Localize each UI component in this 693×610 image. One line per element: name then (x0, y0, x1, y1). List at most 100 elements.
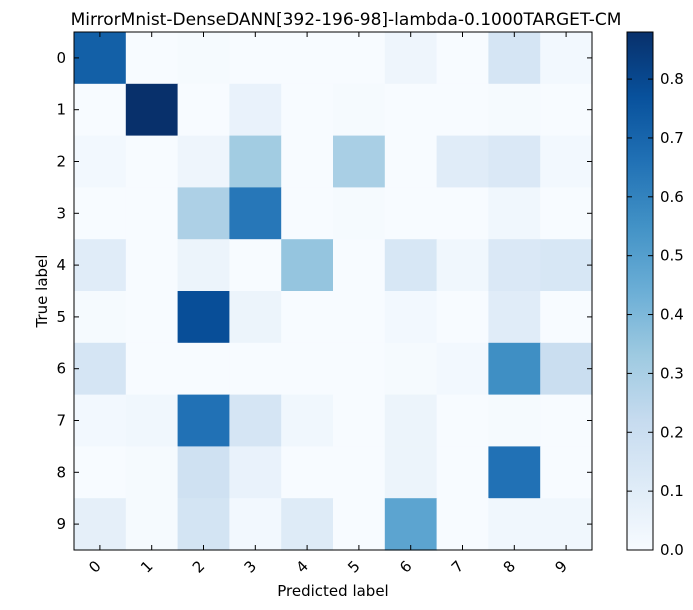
heatmap-cell (540, 83, 593, 137)
heatmap-cell (229, 135, 282, 188)
y-tick-label: 9 (56, 515, 66, 533)
heatmap-cell (229, 342, 282, 396)
x-tick-label: 7 (448, 557, 467, 576)
y-tick-label: 2 (56, 153, 66, 171)
heatmap-cell (229, 291, 282, 344)
heatmap-cell (229, 32, 282, 85)
y-tick-label: 4 (56, 256, 66, 274)
y-axis-label: True label (33, 255, 51, 329)
heatmap-cell (177, 446, 230, 499)
x-tick-label: 2 (189, 557, 208, 576)
heatmap-cell (281, 83, 334, 137)
heatmap-cell (384, 135, 438, 188)
heatmap-cell (333, 187, 386, 240)
heatmap-cell (333, 498, 386, 551)
colorbar-tick-label: 0.2 (660, 423, 684, 441)
heatmap-cell (74, 32, 127, 85)
heatmap-cell (281, 394, 334, 447)
heatmap-cell (436, 135, 489, 188)
heatmap-cell (333, 342, 386, 396)
heatmap-cell (540, 135, 593, 188)
colorbar (626, 31, 654, 551)
heatmap-cell (229, 239, 282, 292)
heatmap-cell (229, 498, 282, 551)
heatmap-cell (333, 32, 386, 85)
heatmap-cell (177, 32, 230, 85)
heatmap-cell (333, 83, 386, 137)
heatmap-cell (436, 446, 489, 499)
heatmap-cell (177, 135, 230, 188)
heatmap-cell (488, 187, 541, 240)
x-tick-label: 6 (396, 557, 415, 576)
heatmap-cell (488, 342, 541, 396)
heatmap-cell (281, 446, 334, 499)
heatmap-cell (436, 498, 489, 551)
heatmap-cell (436, 342, 489, 396)
chart-title: MirrorMnist-DenseDANN[392-196-98]-lambda… (71, 10, 622, 30)
heatmap-cell (74, 291, 127, 344)
heatmap-cell (384, 239, 438, 292)
colorbar-ticks: 0.0 0.1 0.2 0.3 0.4 0.5 0.6 0.7 0.8 (627, 70, 684, 559)
x-tick-label: 3 (241, 557, 260, 576)
heatmap-cell (229, 394, 282, 447)
colorbar-tick-label: 0.7 (660, 129, 684, 147)
heatmap-cell (74, 446, 127, 499)
heatmap-cell (540, 394, 593, 447)
heatmap-cell (333, 446, 386, 499)
heatmap-cell (384, 291, 438, 344)
heatmap-cell (384, 83, 438, 137)
heatmap-cell (488, 32, 541, 85)
colorbar-tick-label: 0.3 (660, 364, 684, 382)
colorbar-tick-label: 0.6 (660, 188, 684, 206)
heatmap-cell (281, 498, 334, 551)
heatmap-cell (540, 187, 593, 240)
heatmap-cell (74, 83, 127, 137)
y-tick-label: 3 (56, 204, 66, 222)
heatmap-cell (281, 32, 334, 85)
heatmap-cell (125, 135, 179, 188)
heatmap-cell (125, 342, 179, 396)
heatmap-cell (436, 32, 489, 85)
heatmap-cell (281, 291, 334, 344)
heatmap-cell (177, 83, 230, 137)
heatmap-cell (384, 446, 438, 499)
colorbar-tick-label: 0.4 (660, 306, 684, 324)
heatmap-cell (436, 394, 489, 447)
heatmap-cell (125, 394, 179, 447)
x-tick-label: 9 (551, 557, 570, 576)
heatmap-cell (177, 239, 230, 292)
heatmap-cell (436, 239, 489, 292)
heatmap-cell (125, 239, 179, 292)
heatmap-cell (229, 187, 282, 240)
heatmap-cell (488, 394, 541, 447)
heatmap-cell (384, 394, 438, 447)
heatmap-cell (281, 239, 334, 292)
heatmap-cell (540, 446, 593, 499)
heatmap-cell (384, 498, 438, 551)
heatmap-cell (540, 291, 593, 344)
heatmap-cell (333, 291, 386, 344)
heatmap-cell (177, 342, 230, 396)
heatmap-cell (540, 498, 593, 551)
heatmap-cell (488, 291, 541, 344)
heatmap-cell (229, 83, 282, 137)
heatmap-cell (177, 394, 230, 447)
heatmap-cell (74, 239, 127, 292)
heatmap-cell (540, 342, 593, 396)
heatmap-cell (281, 187, 334, 240)
heatmap-cell (74, 498, 127, 551)
heatmap-cell (125, 498, 179, 551)
x-tick-label: 5 (344, 557, 363, 576)
colorbar-tick-label: 0.8 (660, 70, 684, 88)
heatmap-cell (125, 446, 179, 499)
heatmap-cell (384, 187, 438, 240)
heatmap-cell (488, 446, 541, 499)
heatmap-cell (125, 83, 179, 137)
heatmap-cell (436, 83, 489, 137)
y-tick-label: 7 (56, 412, 66, 430)
x-tick-label: 1 (137, 557, 156, 576)
heatmap-cell (488, 83, 541, 137)
x-tick-label: 4 (292, 557, 311, 576)
heatmap-cell (74, 135, 127, 188)
